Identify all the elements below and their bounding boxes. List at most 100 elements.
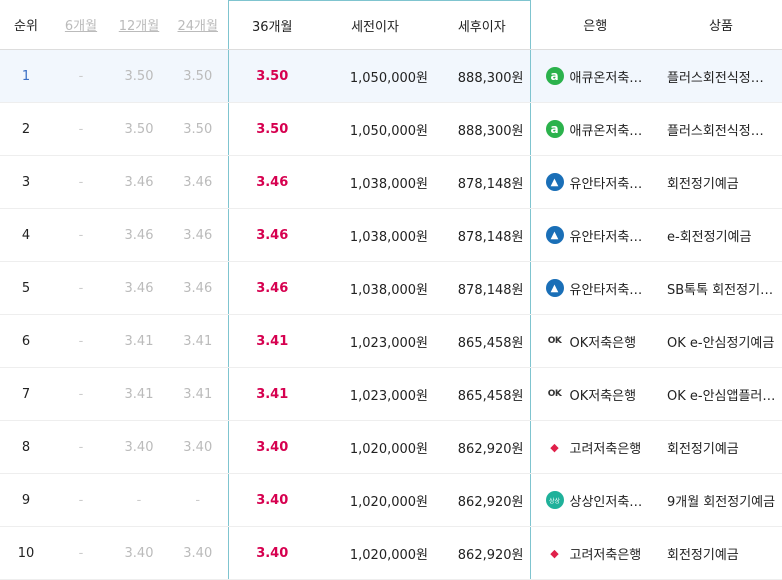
rank-cell: 7	[0, 367, 52, 421]
pre-tax-interest-cell: 1,020,000원	[316, 473, 434, 527]
rate-6m-cell: -	[52, 208, 110, 262]
rate-6m-cell: -	[52, 314, 110, 368]
product-cell[interactable]: 회전정기예금	[660, 526, 782, 580]
table-row[interactable]: 9- - -3.40 1,020,000원 862,920원 상상 상상인저축… 9개월 회전…	[0, 473, 782, 527]
korea-logo-icon: ◆	[550, 440, 559, 454]
table-row[interactable]: 5-3.46 3.46 3.46 1,038,000원 878,148원 ▲ 유안타저축… S…	[0, 261, 782, 315]
bank-name: 고려저축은행	[569, 547, 642, 563]
product-name: 플러스회전식정…	[667, 70, 764, 86]
header-24-months[interactable]: 24개월	[168, 0, 228, 50]
product-name: OK e-안심앱플러…	[667, 388, 776, 404]
table-row[interactable]: 7-3.41 3.41 3.41 1,023,000원 865,458원 OK OK저축은행…	[0, 367, 782, 421]
product-name: 회전정기예금	[667, 547, 739, 563]
yuanta-logo-icon: ▲	[545, 173, 564, 191]
post-tax-interest-cell: 888,300원	[434, 49, 531, 103]
rate-24m-cell: -	[168, 473, 228, 527]
bank-cell[interactable]: ▲ 유안타저축…	[530, 261, 660, 315]
header-post-tax-interest: 세후이자	[434, 0, 531, 50]
product-cell[interactable]: 회전정기예금	[660, 155, 782, 209]
table-row[interactable]: 4-3.46 3.46 3.46 1,038,000원 878,148원 ▲ 유안타저축… e…	[0, 208, 782, 262]
header-pre-tax-interest: 세전이자	[316, 0, 434, 50]
pre-tax-interest-cell: 1,050,000원	[316, 49, 434, 103]
post-tax-interest-cell: 878,148원	[434, 208, 531, 262]
pre-tax-interest-cell: 1,038,000원	[316, 155, 434, 209]
bank-name: 고려저축은행	[569, 441, 642, 457]
bank-cell[interactable]: OK OK저축은행	[530, 367, 660, 421]
rank-cell: 5	[0, 261, 52, 315]
rate-12m-cell: 3.50	[110, 49, 168, 103]
pre-tax-interest-cell: 1,050,000원	[316, 102, 434, 156]
post-tax-interest-cell: 878,148원	[434, 261, 531, 315]
product-cell[interactable]: OK e-안심정기예금	[660, 314, 782, 368]
table-row[interactable]: 10-3.40 3.40 3.40 1,020,000원 862,920원 ◆ 고려저축은행…	[0, 526, 782, 580]
header-6-months[interactable]: 6개월	[52, 0, 110, 50]
rate-6m-cell: -	[52, 102, 110, 156]
table-row[interactable]: 1-3.50 3.50 3.50 1,050,000원 888,300원 a 애큐온저축… 플…	[0, 49, 782, 103]
bank-cell[interactable]: ◆ 고려저축은행	[530, 420, 660, 474]
bank-cell[interactable]: 상상 상상인저축…	[530, 473, 660, 527]
bank-name: 상상인저축…	[569, 494, 643, 510]
product-name: e-회전정기예금	[667, 229, 752, 245]
rate-24m-cell: 3.50	[168, 102, 228, 156]
rate-12m-cell: 3.50	[110, 102, 168, 156]
product-name: SB톡톡 회전정기…	[667, 282, 774, 298]
product-cell[interactable]: e-회전정기예금	[660, 208, 782, 262]
product-cell[interactable]: 플러스회전식정…	[660, 102, 782, 156]
product-name: 9개월 회전정기예금	[667, 494, 776, 510]
rate-12m-cell: 3.41	[110, 314, 168, 368]
rate-12m-cell: 3.46	[110, 261, 168, 315]
rate-36m-cell: 3.46	[227, 155, 316, 209]
product-cell[interactable]: 회전정기예금	[660, 420, 782, 474]
bank-name: 애큐온저축…	[569, 123, 643, 139]
rate-24m-cell: 3.40	[168, 526, 228, 580]
rate-36m-cell: 3.40	[227, 420, 316, 474]
product-name: 회전정기예금	[667, 176, 739, 192]
table-row[interactable]: 2-3.50 3.50 3.50 1,050,000원 888,300원 a 애큐온저축… 플…	[0, 102, 782, 156]
rate-12m-cell: 3.46	[110, 155, 168, 209]
header-36-months[interactable]: 36개월	[227, 0, 316, 50]
bank-cell[interactable]: ▲ 유안타저축…	[530, 208, 660, 262]
product-cell[interactable]: 9개월 회전정기예금	[660, 473, 782, 527]
product-cell[interactable]: OK e-안심앱플러…	[660, 367, 782, 421]
bank-cell[interactable]: a 애큐온저축…	[530, 49, 660, 103]
rate-12m-cell: 3.40	[110, 420, 168, 474]
yuanta-logo-icon: ▲	[545, 226, 564, 244]
rate-24m-cell: 3.46	[168, 208, 228, 262]
yuanta-logo-icon: ▲	[545, 279, 564, 297]
post-tax-interest-cell: 888,300원	[434, 102, 531, 156]
table-row[interactable]: 6-3.41 3.41 3.41 1,023,000원 865,458원 OK OK저축은행…	[0, 314, 782, 368]
rank-cell: 9	[0, 473, 52, 527]
rate-12m-cell: 3.40	[110, 526, 168, 580]
rate-36m-cell: 3.46	[227, 208, 316, 262]
rank-cell: 10	[0, 526, 52, 580]
pre-tax-interest-cell: 1,038,000원	[316, 261, 434, 315]
bank-cell[interactable]: a 애큐온저축…	[530, 102, 660, 156]
rate-36m-cell: 3.40	[227, 526, 316, 580]
bank-cell[interactable]: OK OK저축은행	[530, 314, 660, 368]
pre-tax-interest-cell: 1,020,000원	[316, 526, 434, 580]
table-row[interactable]: 3-3.46 3.46 3.46 1,038,000원 878,148원 ▲ 유안타저축… 회…	[0, 155, 782, 209]
rate-36m-cell: 3.50	[227, 49, 316, 103]
product-cell[interactable]: 플러스회전식정…	[660, 49, 782, 103]
header-12-months[interactable]: 12개월	[110, 0, 168, 50]
header-bank: 은행	[530, 0, 660, 50]
rate-24m-cell: 3.41	[168, 314, 228, 368]
product-cell[interactable]: SB톡톡 회전정기…	[660, 261, 782, 315]
rate-24m-cell: 3.46	[168, 261, 228, 315]
rate-6m-cell: -	[52, 473, 110, 527]
rank-cell: 1	[0, 49, 52, 103]
rate-6m-cell: -	[52, 261, 110, 315]
bank-cell[interactable]: ▲ 유안타저축…	[530, 155, 660, 209]
table-header: 순위 6개월 12개월 24개월 36개월 세전이자 세후이자 은행 상품	[0, 0, 782, 50]
rate-36m-cell: 3.50	[227, 102, 316, 156]
table-row[interactable]: 8-3.40 3.40 3.40 1,020,000원 862,920원 ◆ 고려저축은행 회…	[0, 420, 782, 474]
bank-name: 애큐온저축…	[569, 70, 643, 86]
header-product: 상품	[660, 0, 782, 50]
product-name: 플러스회전식정…	[667, 123, 764, 139]
bank-cell[interactable]: ◆ 고려저축은행	[530, 526, 660, 580]
pre-tax-interest-cell: 1,023,000원	[316, 314, 434, 368]
rank-cell: 3	[0, 155, 52, 209]
acuon-logo-icon: a	[545, 120, 564, 138]
korea-logo-icon: ◆	[550, 546, 559, 560]
